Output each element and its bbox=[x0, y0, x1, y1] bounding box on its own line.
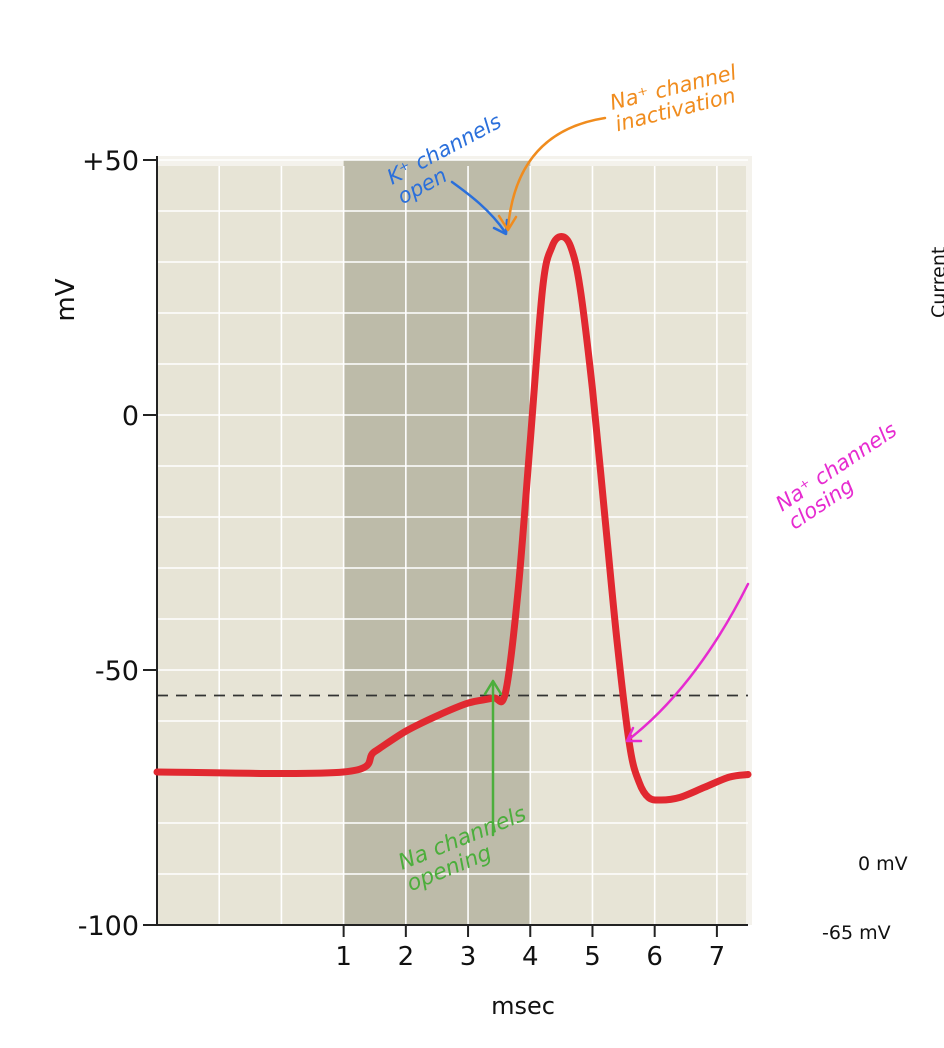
annotation-na-inactivation-arrow-head bbox=[497, 214, 518, 232]
stimulus-shaded-region bbox=[343, 160, 531, 925]
y-tick-label: +50 bbox=[82, 146, 139, 177]
annotation-na-closing-arrow-head bbox=[625, 726, 643, 743]
annotation-na-inactivation: Na⁺ channelinactivation bbox=[607, 60, 744, 136]
annotation-na-closing-arrow bbox=[626, 582, 750, 742]
x-tick-label: 1 bbox=[335, 942, 352, 972]
x-tick-label: 2 bbox=[398, 942, 415, 972]
x-axis-label: msec bbox=[491, 992, 555, 1020]
y-tick-label: -50 bbox=[95, 656, 139, 687]
axes bbox=[143, 156, 748, 937]
tick-labels: +50 0 -50 -100 1 2 3 4 5 6 7 bbox=[78, 146, 725, 972]
y-axis-label: mV bbox=[51, 278, 81, 321]
neg65-mv-label: -65 mV bbox=[822, 922, 891, 944]
y-tick-label: 0 bbox=[122, 401, 139, 432]
zero-mv-label: 0 mV bbox=[858, 853, 908, 875]
annotation-na-opening-arrow-head bbox=[483, 679, 503, 696]
series bbox=[153, 233, 752, 804]
x-tick-label: 5 bbox=[584, 942, 601, 972]
x-tick-label: 3 bbox=[460, 942, 477, 972]
current-axis-label: Current bbox=[928, 246, 944, 318]
x-tick-label: 4 bbox=[522, 942, 539, 972]
grid bbox=[157, 159, 748, 925]
x-tick-label: 7 bbox=[709, 942, 726, 972]
annotation-na-closing: Na⁺ channelsclosing bbox=[771, 418, 913, 535]
annotation-k-arrow-head bbox=[492, 218, 509, 236]
annotation-na-inactivation-arrow bbox=[506, 116, 607, 230]
membrane-potential-line bbox=[153, 233, 752, 804]
x-tick-label: 6 bbox=[646, 942, 663, 972]
y-tick-label: -100 bbox=[78, 911, 139, 942]
annotation-k-arrow bbox=[450, 180, 507, 234]
